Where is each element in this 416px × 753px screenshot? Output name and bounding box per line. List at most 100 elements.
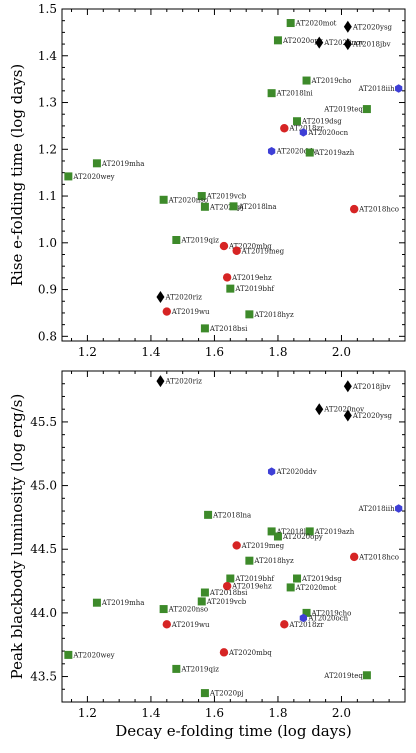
data-point-square [273,532,282,541]
point-label: AT2019ehz [231,274,272,282]
y-tick-label: 1.3 [38,96,57,110]
point-label: AT2018lna [212,511,251,519]
data-point-square [226,574,235,583]
data-point-square [293,574,302,583]
point-label: AT2020ysg [352,23,393,31]
data-point-circle [349,552,359,562]
point-label: AT2019qiz [180,236,219,244]
data-point-hexagon [395,84,403,93]
data-point-diamond [156,291,165,304]
point-label: AT2020nso [168,606,208,614]
data-point-square [273,36,282,45]
data-point-square [92,159,101,168]
point-label: AT2018jbv [352,383,391,391]
data-point-square [204,510,213,519]
point-label: AT2020nso [168,196,208,204]
data-point-square [159,195,168,204]
y-tick-label: 1.2 [38,142,57,156]
data-point-square [305,148,314,157]
x-tick-label: 1.4 [141,706,160,720]
data-point-circle [162,307,172,316]
data-point-square [226,284,235,293]
x-tick-label: 2.0 [332,345,351,359]
data-point-square [362,671,371,680]
point-label: AT2018bsi [209,589,248,597]
y-tick-label: 44.0 [30,606,57,620]
point-label: AT2020pj [209,203,244,211]
point-label: AT2018bsi [209,325,248,333]
point-label: AT2020ocn [307,129,348,137]
top-scatter-panel: 1.2 1.4 1.6 1.8 2.0 0.8 0.9 1.0 1.1 1.2 1.3 1.4 1.5 R… [8,2,406,359]
point-label: AT2019qiz [180,665,219,673]
data-point-hexagon [299,613,308,623]
bottom-scatter-panel: 1.2 1.4 1.6 1.8 2.0 43.5 44.0 44.5 45.0 45.5 Peak … [8,370,406,740]
x-axis-title: Decay e-folding time (log days) [115,722,352,740]
data-point-hexagon [267,146,276,156]
y-tick-label: 44.5 [30,542,57,556]
point-label: AT2018iih [357,505,395,513]
point-label: AT2019vcb [206,598,247,606]
point-label: AT2020pj [209,690,244,698]
x-tick-label: 1.2 [78,706,97,720]
point-label: AT2019wu [171,621,210,629]
point-label: AT2019cho [311,77,352,85]
data-point-square [267,527,276,536]
y-tick-label: 1.5 [38,2,57,16]
point-label: AT2019ehz [231,583,272,591]
point-label: AT2020riz [164,294,202,302]
point-label: AT2020nov [323,39,364,47]
data-point-hexagon [395,504,403,513]
data-point-diamond [343,409,352,422]
point-label: AT2018iih [357,85,395,93]
data-point-square [200,689,209,698]
data-point-square [200,202,209,211]
y-tick-label: 0.8 [38,329,57,343]
x-tick-label: 2.0 [332,706,351,720]
data-point-square [229,202,238,211]
data-point-diamond [315,403,324,416]
point-label: AT2020ddv [276,148,317,156]
data-point-square [64,650,73,659]
point-label: AT2018lna [238,203,277,211]
y-tick-label: 45.0 [30,479,57,493]
point-label: AT2018hco [358,206,399,214]
point-label: AT2019mha [101,160,144,168]
y-tick-label: 1.4 [38,49,57,63]
x-tick-label: 1.4 [141,345,160,359]
data-point-square [245,556,254,565]
data-point-hexagon [299,128,308,137]
data-point-circle [232,246,241,255]
point-label: AT2019vcb [206,193,247,201]
data-point-diamond [343,380,352,393]
point-label: AT2018lni [276,90,314,98]
point-label: AT2019azh [314,528,355,536]
x-tick-label: 1.2 [78,345,97,359]
x-tick-label: 1.8 [268,706,287,720]
point-label: AT2020opy [282,37,323,45]
data-point-diamond [156,375,165,388]
data-point-square [159,605,168,614]
point-label: AT2018jbv [352,41,391,49]
data-point-square [305,527,314,536]
data-point-square [267,89,276,98]
data-point-diamond [343,20,352,33]
point-label: AT2020wey [72,651,114,659]
point-label: AT2019bhf [234,285,275,293]
y-tick-label: 0.9 [38,283,57,297]
data-point-circle [222,273,232,282]
data-point-circle [280,124,289,133]
point-label: AT2019wu [171,308,210,316]
y-tick-label: 1.0 [38,236,57,250]
data-point-square [172,664,181,673]
x-tick-label: 1.8 [268,345,287,359]
point-label: AT2020mbq [228,243,272,251]
point-label: AT2019meg [241,542,285,550]
data-point-square [64,172,73,181]
point-label: AT2019cho [311,609,352,617]
point-label: AT2019teq [323,106,363,114]
point-label: AT2018hyz [253,311,294,319]
data-point-square [200,588,209,597]
point-label: AT2018lni [276,528,314,536]
point-label: AT2020nov [323,406,364,414]
